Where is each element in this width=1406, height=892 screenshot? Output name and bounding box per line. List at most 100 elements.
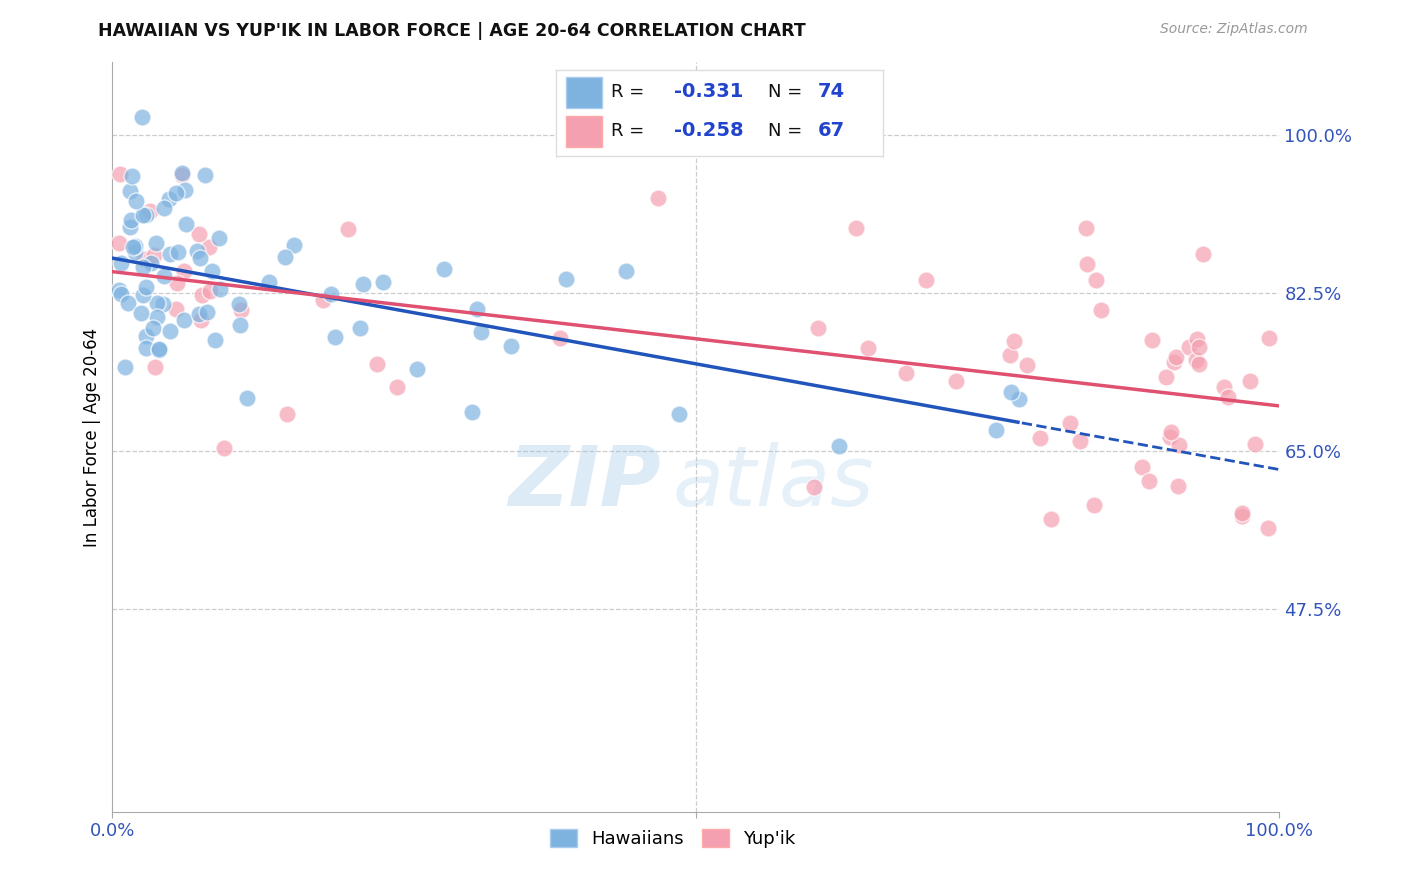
Point	[110, 168, 132, 182]
Point	[174, 217, 197, 231]
Point	[174, 182, 197, 196]
Point	[460, 405, 482, 419]
Point	[166, 245, 188, 260]
Point	[117, 296, 139, 310]
Point	[283, 238, 305, 252]
Point	[186, 244, 208, 259]
Point	[647, 192, 669, 206]
Point	[165, 186, 187, 200]
Point	[1188, 357, 1211, 371]
Point	[1257, 521, 1279, 535]
Point	[470, 325, 492, 339]
Point	[110, 256, 132, 270]
Point	[1076, 257, 1098, 271]
Point	[190, 312, 212, 326]
Point	[385, 380, 408, 394]
Point	[120, 219, 142, 234]
Point	[173, 264, 195, 278]
Point	[132, 288, 155, 302]
Point	[1167, 479, 1189, 493]
Point	[120, 213, 142, 227]
Point	[108, 283, 131, 297]
Point	[323, 330, 346, 344]
Point	[257, 275, 280, 289]
Point	[616, 264, 638, 278]
Point	[1212, 380, 1234, 394]
Point	[135, 341, 157, 355]
Point	[212, 441, 235, 455]
Point	[132, 252, 155, 266]
Point	[1000, 385, 1022, 400]
Point	[135, 280, 157, 294]
Point	[229, 318, 252, 333]
Point	[135, 329, 157, 343]
Point	[499, 339, 522, 353]
Point	[108, 235, 131, 250]
Point	[1243, 436, 1265, 450]
Point	[124, 239, 146, 253]
Point	[125, 194, 148, 208]
Text: atlas: atlas	[672, 442, 875, 523]
Point	[1002, 334, 1025, 348]
Point	[856, 342, 879, 356]
Point	[1159, 430, 1181, 444]
Point	[274, 250, 297, 264]
Point	[1130, 459, 1153, 474]
Point	[373, 275, 395, 289]
Y-axis label: In Labor Force | Age 20-64: In Labor Force | Age 20-64	[83, 327, 101, 547]
Point	[114, 359, 136, 374]
Point	[195, 305, 218, 319]
Point	[208, 230, 231, 244]
Point	[349, 321, 371, 335]
Point	[194, 169, 217, 183]
Point	[152, 296, 174, 310]
Point	[1083, 498, 1105, 512]
Point	[276, 408, 298, 422]
Point	[198, 240, 221, 254]
Point	[129, 306, 152, 320]
Point	[173, 313, 195, 327]
Point	[170, 168, 193, 182]
Point	[204, 334, 226, 348]
Point	[915, 272, 938, 286]
Point	[352, 277, 374, 292]
Point	[153, 202, 176, 216]
Point	[986, 423, 1008, 437]
Point	[159, 192, 181, 206]
Point	[1184, 353, 1206, 368]
Point	[187, 307, 209, 321]
Point	[668, 407, 690, 421]
Point	[1028, 432, 1050, 446]
Point	[159, 324, 181, 338]
Point	[828, 439, 851, 453]
Text: Source: ZipAtlas.com: Source: ZipAtlas.com	[1160, 22, 1308, 37]
Point	[433, 261, 456, 276]
Text: HAWAIIAN VS YUP'IK IN LABOR FORCE | AGE 20-64 CORRELATION CHART: HAWAIIAN VS YUP'IK IN LABOR FORCE | AGE …	[98, 22, 806, 40]
Point	[209, 283, 232, 297]
Point	[555, 272, 578, 286]
Point	[143, 359, 166, 374]
Point	[998, 348, 1021, 362]
Point	[1239, 375, 1261, 389]
Point	[1160, 425, 1182, 439]
Point	[124, 245, 146, 260]
Text: ZIP: ZIP	[509, 442, 661, 523]
Point	[1230, 509, 1253, 524]
Point	[142, 248, 165, 262]
Point	[945, 374, 967, 388]
Point	[366, 357, 388, 371]
Point	[1187, 332, 1209, 346]
Point	[135, 208, 157, 222]
Point	[198, 284, 221, 298]
Point	[201, 264, 224, 278]
Point	[152, 268, 174, 283]
Point	[1069, 434, 1091, 448]
Point	[1163, 355, 1185, 369]
Point	[148, 343, 170, 357]
Point	[139, 204, 162, 219]
Point	[228, 297, 250, 311]
Point	[321, 286, 343, 301]
Point	[1137, 474, 1160, 488]
Point	[1166, 351, 1188, 365]
Point	[159, 247, 181, 261]
